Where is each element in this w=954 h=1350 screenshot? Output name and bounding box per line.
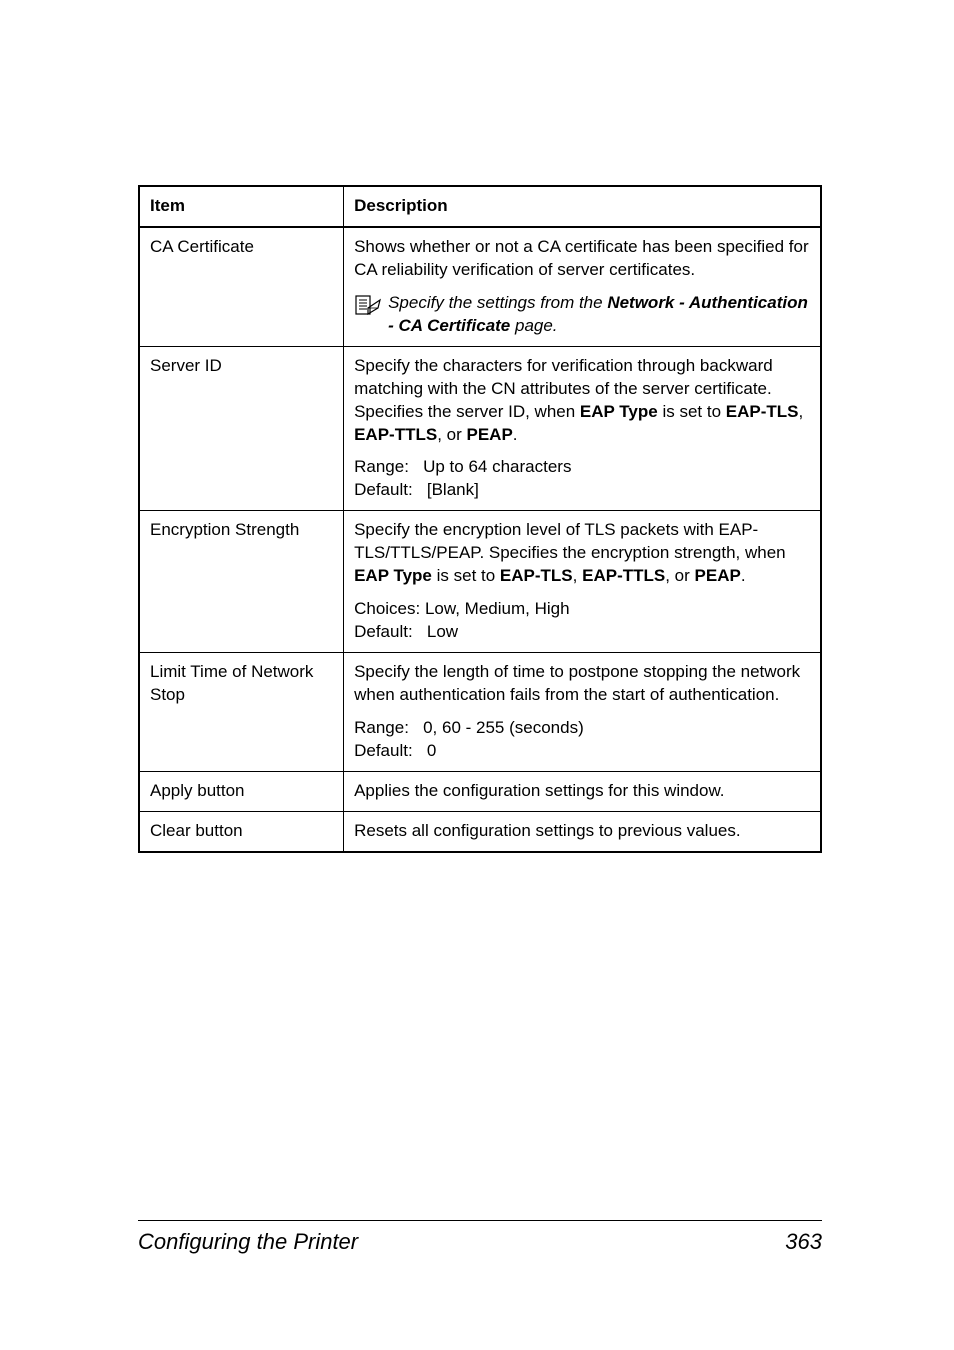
choices-value: Low, Medium, High <box>425 599 570 618</box>
table-row: CA Certificate Shows whether or not a CA… <box>139 227 821 346</box>
desc-part: . <box>741 566 746 585</box>
desc-part: . <box>513 425 518 444</box>
default-label: Default: <box>354 622 413 641</box>
default-line: Default: 0 <box>354 740 810 763</box>
choices-label: Choices: <box>354 599 420 618</box>
note-suffix: page. <box>510 316 557 335</box>
table-row: Limit Time of Network Stop Specify the l… <box>139 653 821 772</box>
desc-part: , or <box>665 566 694 585</box>
range-value: Up to 64 characters <box>423 457 571 476</box>
desc-bold: EAP-TTLS <box>582 566 665 585</box>
description-cell: Specify the characters for verification … <box>344 346 821 511</box>
range-value: 0, 60 - 255 (seconds) <box>423 718 584 737</box>
page-footer: Configuring the Printer 363 <box>138 1220 822 1255</box>
description-cell: Shows whether or not a CA certificate ha… <box>344 227 821 346</box>
desc-bold: EAP-TTLS <box>354 425 437 444</box>
range-default-block: Range: Up to 64 characters Default: [Bla… <box>354 456 810 502</box>
item-cell: Clear button <box>139 811 344 851</box>
default-line: Default: [Blank] <box>354 479 810 502</box>
table-row: Encryption Strength Specify the encrypti… <box>139 511 821 653</box>
desc-part: , <box>798 402 803 421</box>
desc-part: is set to <box>432 566 500 585</box>
choices-default-block: Choices: Low, Medium, High Default: Low <box>354 598 810 644</box>
range-label: Range: <box>354 718 409 737</box>
desc-part: , or <box>437 425 466 444</box>
desc-text: Specify the encryption level of TLS pack… <box>354 519 810 588</box>
item-cell: Apply button <box>139 771 344 811</box>
item-cell: Encryption Strength <box>139 511 344 653</box>
spec-table: Item Description CA Certificate Shows wh… <box>138 185 822 853</box>
range-default-block: Range: 0, 60 - 255 (seconds) Default: 0 <box>354 717 810 763</box>
desc-part: , <box>573 566 582 585</box>
desc-text: Shows whether or not a CA certificate ha… <box>354 236 810 282</box>
footer-title: Configuring the Printer <box>138 1229 358 1255</box>
description-cell: Specify the encryption level of TLS pack… <box>344 511 821 653</box>
range-line: Range: 0, 60 - 255 (seconds) <box>354 717 810 740</box>
desc-bold: EAP-TLS <box>500 566 573 585</box>
note-text: Specify the settings from the Network - … <box>388 292 810 338</box>
description-cell: Resets all configuration settings to pre… <box>344 811 821 851</box>
item-cell: CA Certificate <box>139 227 344 346</box>
desc-text: Specify the length of time to postpone s… <box>354 661 810 707</box>
default-value: 0 <box>427 741 436 760</box>
header-description: Description <box>344 186 821 227</box>
default-label: Default: <box>354 480 413 499</box>
note-prefix: Specify the settings from the <box>388 293 607 312</box>
desc-bold: EAP Type <box>354 566 432 585</box>
item-cell: Server ID <box>139 346 344 511</box>
note-icon <box>354 294 382 316</box>
desc-part: is set to <box>658 402 726 421</box>
desc-bold: EAP-TLS <box>726 402 799 421</box>
description-cell: Applies the configuration settings for t… <box>344 771 821 811</box>
table-row: Clear button Resets all configuration se… <box>139 811 821 851</box>
header-item: Item <box>139 186 344 227</box>
desc-bold: EAP Type <box>580 402 658 421</box>
item-cell: Limit Time of Network Stop <box>139 653 344 772</box>
desc-bold: PEAP <box>695 566 741 585</box>
footer-page-number: 363 <box>785 1229 822 1255</box>
note-row: Specify the settings from the Network - … <box>354 292 810 338</box>
default-value: Low <box>427 622 458 641</box>
choices-line: Choices: Low, Medium, High <box>354 598 810 621</box>
table-row: Apply button Applies the configuration s… <box>139 771 821 811</box>
range-label: Range: <box>354 457 409 476</box>
default-value: [Blank] <box>427 480 479 499</box>
desc-bold: PEAP <box>467 425 513 444</box>
description-cell: Specify the length of time to postpone s… <box>344 653 821 772</box>
table-row: Server ID Specify the characters for ver… <box>139 346 821 511</box>
default-label: Default: <box>354 741 413 760</box>
desc-text: Specify the characters for verification … <box>354 355 810 447</box>
desc-part: Specify the encryption level of TLS pack… <box>354 520 786 562</box>
default-line: Default: Low <box>354 621 810 644</box>
range-line: Range: Up to 64 characters <box>354 456 810 479</box>
